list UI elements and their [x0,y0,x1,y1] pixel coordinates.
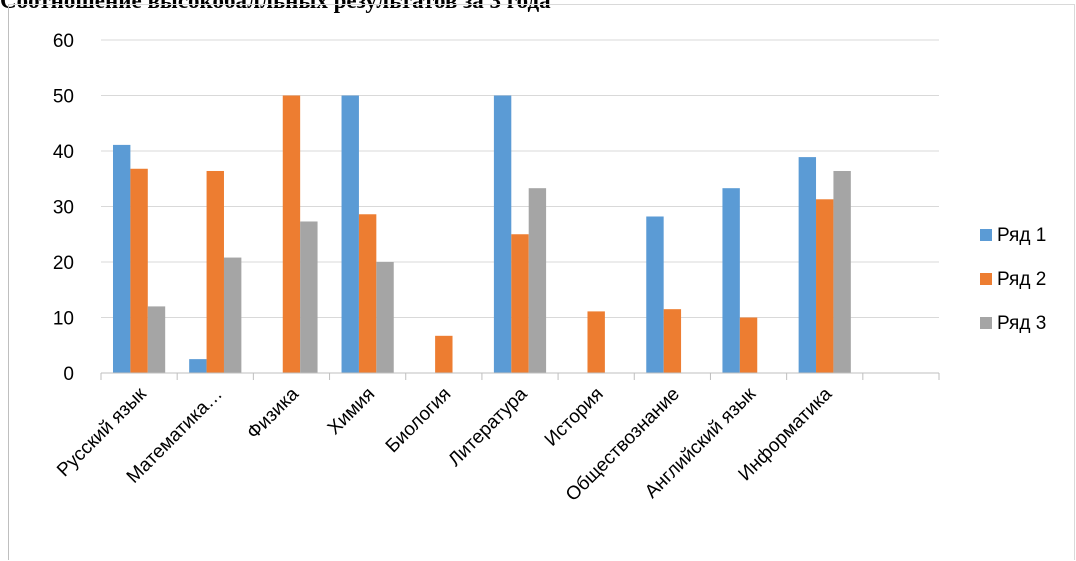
x-axis [100,372,940,380]
chart-frame [8,4,1075,560]
legend: Ряд 1 Ряд 2 Ряд 3 [980,225,1046,334]
legend-label: Ряд 2 [997,269,1046,290]
bar-3 [147,306,166,373]
bar-3 [223,257,242,373]
bar-2 [206,170,224,373]
bar-2 [816,199,834,373]
legend-swatch [980,317,992,329]
bar-2 [587,311,605,373]
legend-swatch [980,229,992,241]
bar-1 [112,144,131,373]
y-axis: 0 10 20 30 40 50 60 [53,31,74,385]
y-tick-label: 20 [53,253,74,274]
bar-2 [663,309,682,373]
category-label: Химия [324,384,379,439]
bar-3 [376,262,394,373]
chart-title: Соотношение высокобалльных результатов з… [0,0,551,13]
bars [112,95,851,373]
y-tick-label: 60 [53,31,74,52]
bar-2 [358,214,377,373]
bar-1 [493,95,512,373]
y-tick-label: 10 [53,309,74,330]
category-label: История [541,384,608,451]
bar-3 [833,170,851,373]
legend-swatch [980,273,992,285]
y-tick-label: 30 [53,198,74,219]
legend-label: Ряд 1 [997,225,1046,246]
bar-2 [282,95,301,373]
bar-1 [189,359,207,373]
bar-3 [528,188,547,373]
bar-2 [739,317,758,373]
bar-1 [646,216,664,373]
category-label: Биология [382,384,455,457]
legend-label: Ряд 3 [997,313,1046,334]
bar-1 [722,188,740,373]
bar-2 [130,168,148,373]
y-tick-label: 40 [53,142,74,163]
bar-2 [435,335,453,373]
y-tick-label: 50 [53,87,74,108]
bar-3 [300,221,318,373]
category-label: Физика [243,383,303,443]
bar-2 [511,234,529,373]
category-label: Литература [444,383,531,470]
bar-1 [341,95,359,373]
y-tick-label: 0 [63,364,74,385]
bar-1 [798,157,817,373]
